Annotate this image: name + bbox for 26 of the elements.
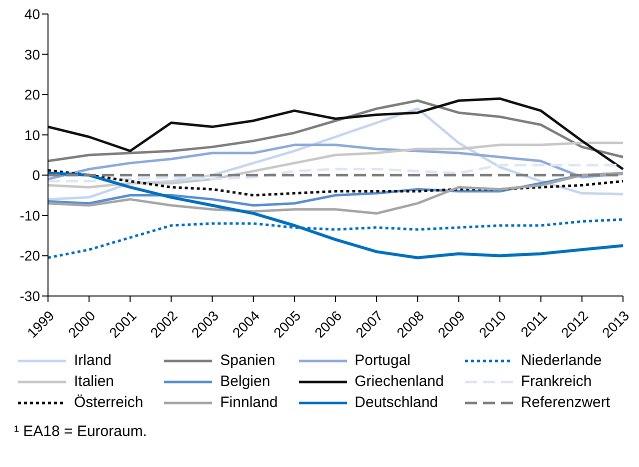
legend-label: Spanien <box>220 352 276 369</box>
legend-label: Finnland <box>220 394 278 411</box>
legend-label: Griechenland <box>354 373 444 390</box>
legend-label: Italien <box>74 373 114 390</box>
y-tick-label: -10 <box>20 207 40 224</box>
legend-label: Portugal <box>354 352 411 369</box>
legend-label: Irland <box>74 352 112 369</box>
y-tick-label: 10 <box>24 126 40 143</box>
line-series <box>46 164 624 182</box>
y-tick-label: -20 <box>20 248 40 264</box>
text: ¹ EA18 = Euroraum. <box>13 423 148 440</box>
line-series <box>46 172 624 260</box>
y-tick-label: 30 <box>24 46 40 62</box>
legend-label: Belgien <box>220 373 270 390</box>
y-tick-label: 40 <box>24 6 40 22</box>
line-series <box>46 169 624 197</box>
line-series <box>46 142 624 188</box>
line-series <box>46 172 624 215</box>
y-tick-label: 0 <box>32 167 40 184</box>
y-tick-label: 20 <box>24 86 40 103</box>
legend-label: Niederlande <box>520 352 602 369</box>
legend-label: Österreich <box>74 394 144 411</box>
legend-label: Deutschland <box>354 394 438 411</box>
y-tick-label: -30 <box>20 288 40 304</box>
legend-label: Frankreich <box>520 373 592 390</box>
legend-label: Referenzwert <box>520 394 610 411</box>
